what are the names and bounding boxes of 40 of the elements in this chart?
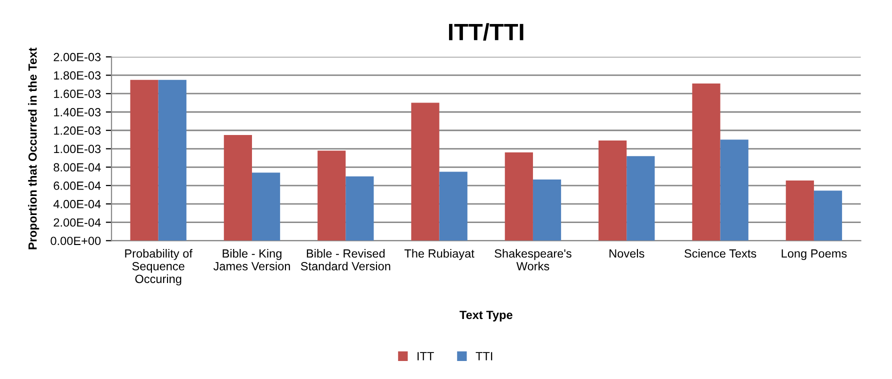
x-tick-label: Science Texts — [684, 249, 756, 258]
bar — [598, 140, 627, 241]
x-tick-label: Novels — [610, 249, 644, 258]
bar — [411, 102, 440, 241]
y-tick-label: 1.60E-03 — [54, 90, 101, 98]
legend-label: ITT — [418, 352, 434, 360]
y-tick-label: 2.00E-03 — [54, 52, 101, 62]
y-tick-label: 6.00E-04 — [54, 182, 101, 190]
bar — [346, 176, 374, 241]
x-tick-label: Probability of Sequence Occuring — [125, 249, 192, 286]
x-tick-label: The Rubiayat — [404, 249, 474, 260]
chart-title: ITT/TTI — [449, 23, 524, 41]
bar — [318, 150, 346, 241]
bar — [692, 84, 720, 241]
y-tick-label: 4.00E-04 — [53, 200, 101, 208]
x-axis-title: Text Type — [460, 310, 512, 322]
bar — [786, 180, 814, 241]
x-tick-label: Bible - King James Version — [213, 249, 290, 270]
bar — [504, 152, 533, 241]
bar — [224, 134, 252, 241]
bar — [720, 140, 748, 241]
y-axis-title: Proportion that Occurred in the Text — [28, 48, 40, 250]
bar — [626, 156, 655, 241]
y-tick-label: 1.80E-03 — [54, 71, 101, 80]
bar — [130, 80, 158, 241]
y-tick-label: 8.00E-04 — [54, 163, 101, 172]
x-tick-label: Long Poems — [782, 249, 847, 260]
y-tick-label: 1.20E-03 — [54, 126, 101, 135]
y-tick-label: 1.00E-03 — [54, 144, 101, 154]
legend-label: TTI — [476, 352, 492, 360]
bar — [532, 180, 562, 241]
bar — [439, 172, 468, 241]
bar — [252, 172, 280, 241]
bar — [814, 190, 842, 241]
y-tick-label: 0.00E+00 — [50, 236, 101, 246]
y-tick-label: 1.40E-03 — [54, 108, 101, 116]
x-tick-label: Bible - Revised Standard Version — [300, 249, 390, 270]
bar — [158, 80, 186, 241]
x-tick-label: Shakespeare's Works — [494, 249, 572, 270]
y-tick-label: 2.00E-04 — [54, 218, 101, 227]
